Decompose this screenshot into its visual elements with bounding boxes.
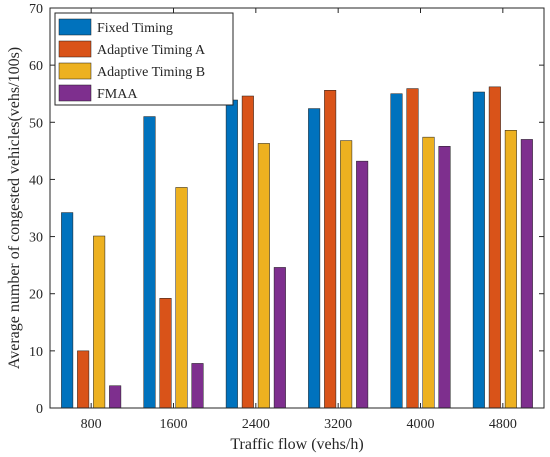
legend-label: Fixed Timing [97,21,173,36]
bar-fmaa-800 [109,385,122,409]
bar-fmaa-4000 [438,146,451,409]
bar-adaptive-timing-a-2400 [241,95,254,409]
bar-fixed-timing-2400 [225,99,238,409]
bar-fixed-timing-4800 [472,91,485,409]
legend-swatch [58,18,92,36]
bar-adaptive-timing-b-4000 [422,136,435,409]
y-tick-label: 40 [29,173,43,188]
bar-adaptive-timing-a-4000 [406,88,419,409]
bar-adaptive-timing-a-800 [77,350,90,409]
legend-label: Adaptive Timing A [97,43,206,58]
axes-group: 0 10 20 30 40 50 60 70 800 1600 2400 3200 4000 4800 [29,2,545,432]
x-tick-label: 1600 [160,417,188,432]
bar-adaptive-timing-b-3200 [340,140,353,409]
y-tick-label: 50 [29,116,43,131]
bar-fixed-timing-1600 [143,116,156,409]
y-tick-label: 70 [29,2,43,17]
bar-adaptive-timing-a-4800 [488,86,501,409]
bar-fixed-timing-3200 [308,108,321,409]
bar-fmaa-2400 [273,267,286,409]
legend-swatch [58,40,92,58]
bar-fmaa-4800 [520,139,533,409]
legend-swatch [58,84,92,102]
bar-adaptive-timing-b-4800 [504,130,517,409]
x-tick-label: 800 [81,417,102,432]
y-tick-label: 30 [29,231,43,246]
bar-adaptive-timing-b-800 [93,235,106,409]
y-tick-label: 10 [29,345,43,360]
axes-box [49,7,545,409]
bar-fixed-timing-800 [61,212,74,409]
legend-swatch [58,62,92,80]
legend-label: Adaptive Timing B [97,65,205,80]
y-tick-label: 60 [29,59,43,74]
bar-fmaa-1600 [191,363,204,409]
bar-fixed-timing-4000 [390,93,403,409]
legend-label: FMAA [97,87,138,102]
bar-adaptive-timing-b-1600 [175,187,188,409]
bar-adaptive-timing-a-3200 [324,90,337,409]
bar-adaptive-timing-a-1600 [159,298,172,409]
legend: Fixed Timing Adaptive Timing A Adaptive Ti… [54,12,234,106]
x-tick-label: 4000 [407,417,435,432]
y-axis-label: Average number of congested vehicles(veh… [6,47,23,369]
bar-fmaa-3200 [356,160,369,409]
x-tick-label: 2400 [242,417,270,432]
x-tick-label: 4800 [489,417,517,432]
x-tick-label: 3200 [324,417,352,432]
x-axis-label: Traffic flow (vehs/h) [230,436,363,453]
y-tick-label: 0 [36,402,43,417]
y-tick-label: 20 [29,288,43,303]
bar-adaptive-timing-b-2400 [257,143,270,409]
